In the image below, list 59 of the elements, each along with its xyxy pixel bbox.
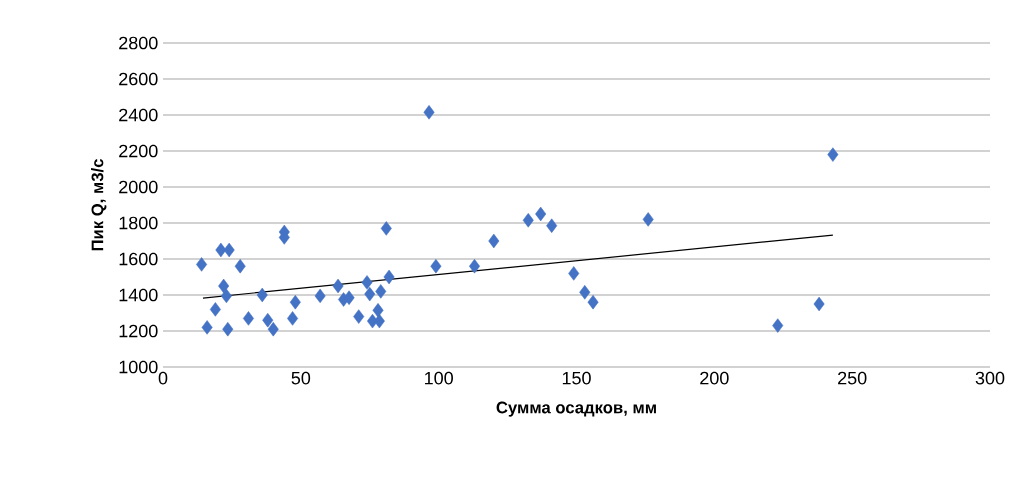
point — [488, 233, 500, 249]
point — [215, 242, 227, 258]
point — [234, 259, 246, 274]
y-tick-label: 2800 — [119, 36, 158, 50]
point — [469, 259, 480, 274]
y-tick-label: 1200 — [119, 324, 158, 338]
point — [196, 257, 208, 272]
point — [353, 309, 365, 324]
point — [813, 296, 825, 312]
x-axis-title: Сумма осадков, мм — [496, 401, 656, 417]
point — [375, 284, 387, 299]
point — [223, 242, 235, 258]
point — [262, 312, 274, 328]
x-tick-label: 0 — [158, 371, 168, 385]
y-tick-label: 1800 — [119, 216, 158, 230]
y-tick-label: 1000 — [119, 360, 158, 374]
x-tick-label: 250 — [838, 371, 867, 385]
y-tick-label: 1400 — [119, 288, 158, 302]
point — [242, 311, 254, 326]
x-tick-label: 300 — [975, 371, 1005, 385]
point — [535, 206, 547, 222]
point — [361, 275, 373, 290]
point — [209, 302, 221, 317]
point — [220, 288, 232, 304]
point — [383, 269, 395, 285]
x-tick-label: 50 — [291, 371, 311, 385]
point — [343, 290, 355, 305]
point — [430, 259, 442, 274]
point — [289, 295, 301, 310]
y-tick-label: 2000 — [119, 180, 158, 194]
point — [314, 288, 326, 304]
point — [218, 278, 230, 294]
point — [380, 221, 392, 236]
y-tick-label: 2200 — [119, 144, 158, 158]
point — [222, 322, 234, 337]
y-axis-title: Пик Q, м3/с — [91, 159, 107, 251]
point — [772, 318, 784, 333]
point — [642, 212, 654, 227]
point — [522, 213, 534, 228]
point — [568, 266, 580, 281]
point — [373, 313, 385, 329]
x-tick-label: 150 — [562, 371, 591, 385]
y-tick-label: 2400 — [119, 108, 158, 122]
y-tick-label: 1600 — [119, 252, 158, 266]
point — [587, 295, 599, 310]
point — [827, 147, 839, 162]
point — [256, 287, 268, 303]
point — [201, 320, 213, 335]
x-tick-label: 200 — [700, 371, 729, 385]
point — [267, 322, 279, 337]
point — [579, 285, 591, 300]
point — [546, 218, 558, 233]
point — [423, 105, 435, 120]
point — [332, 278, 344, 294]
point — [364, 286, 376, 302]
x-tick-label: 100 — [425, 371, 453, 385]
point — [287, 311, 299, 326]
y-tick-label: 2600 — [119, 72, 158, 86]
point — [372, 303, 384, 318]
